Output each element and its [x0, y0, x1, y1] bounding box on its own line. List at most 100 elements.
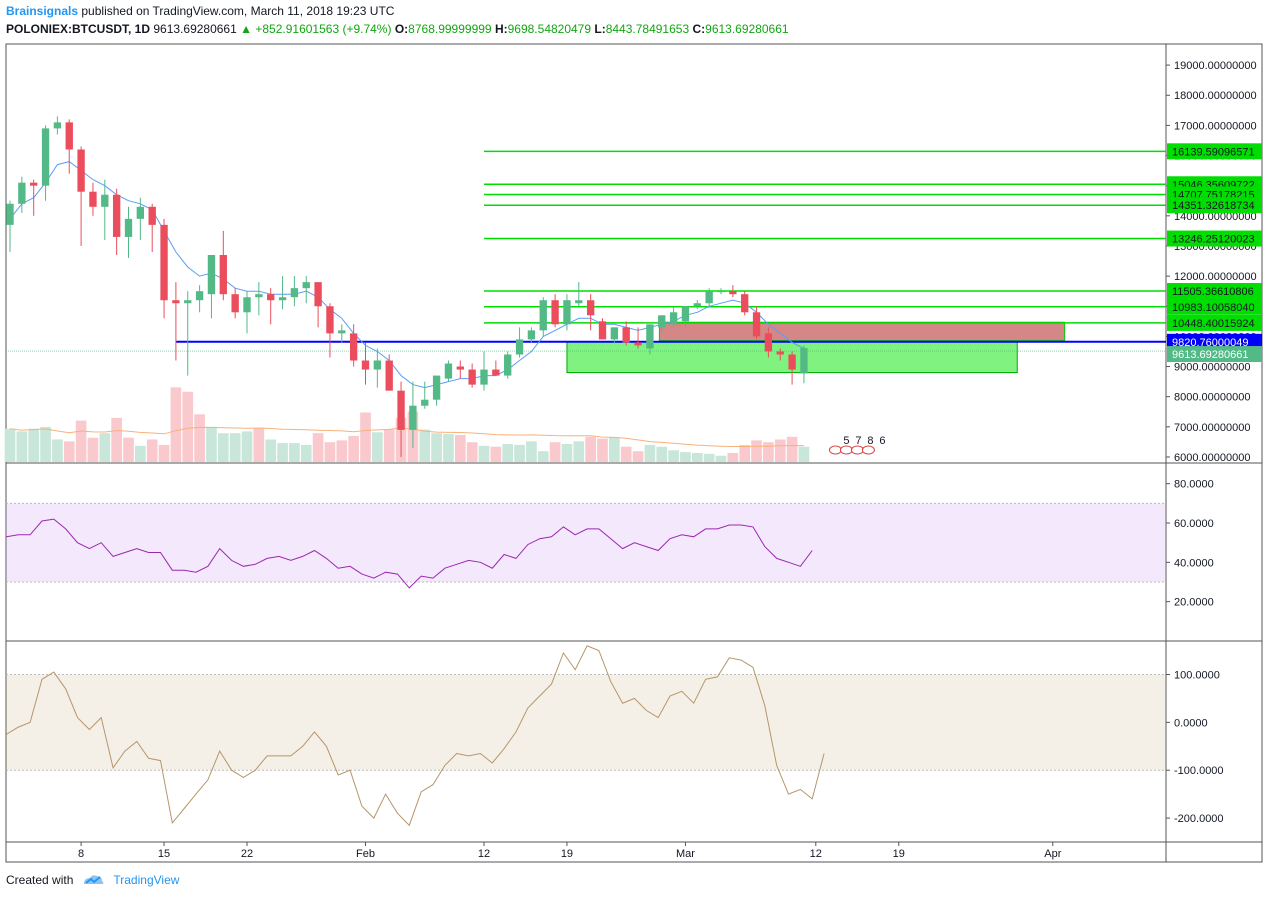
- candle-up[interactable]: [504, 354, 512, 376]
- published-text: published on TradingView.com, March 11, …: [81, 4, 395, 18]
- volume-bar: [609, 437, 620, 462]
- candle-up[interactable]: [53, 122, 62, 129]
- candle-down[interactable]: [267, 294, 275, 301]
- candle-up[interactable]: [207, 255, 216, 295]
- candle-down[interactable]: [231, 294, 239, 313]
- candle-up[interactable]: [18, 182, 26, 204]
- candle-down[interactable]: [314, 282, 322, 307]
- candle-down[interactable]: [77, 149, 85, 192]
- economic-event-icon[interactable]: [850, 445, 864, 455]
- candle-down[interactable]: [586, 300, 595, 316]
- candle-up[interactable]: [539, 300, 547, 331]
- time-axis[interactable]: 8 15 22 Feb 12 19 Mar 12 19 Apr: [78, 842, 1062, 860]
- candle-up[interactable]: [444, 363, 453, 379]
- candle-up[interactable]: [669, 312, 678, 325]
- high-label: H:: [494, 22, 508, 36]
- candle-down[interactable]: [89, 191, 97, 207]
- candle-down[interactable]: [385, 360, 393, 391]
- volume-bar: [786, 436, 798, 462]
- candle-up[interactable]: [101, 194, 109, 207]
- cci-pane[interactable]: -200.0000 -100.0000 0.0000 100.0000: [6, 645, 1224, 827]
- candle-up[interactable]: [136, 206, 145, 219]
- candle-down[interactable]: [551, 300, 559, 325]
- price-pane[interactable]: 6000.00000000 7000.00000000 8000.00000000 9…: [4, 60, 1262, 464]
- candle-up[interactable]: [646, 324, 654, 349]
- candle-up[interactable]: [409, 405, 417, 430]
- candle-up[interactable]: [290, 288, 299, 298]
- candle-up[interactable]: [124, 218, 133, 237]
- candle-down[interactable]: [112, 194, 121, 237]
- candle-up[interactable]: [373, 360, 382, 370]
- candle-down[interactable]: [397, 390, 405, 430]
- candle-up[interactable]: [658, 315, 666, 328]
- volume-bar: [111, 417, 122, 462]
- candle-down[interactable]: [468, 369, 476, 385]
- rsi-pane[interactable]: 20.0000 40.0000 60.0000 80.0000: [6, 479, 1214, 609]
- volume-bar: [549, 442, 561, 462]
- candle-up[interactable]: [800, 348, 808, 374]
- candle-up[interactable]: [243, 297, 251, 313]
- symbol-name[interactable]: POLONIEX:BTCUSDT, 1D: [6, 22, 151, 36]
- volume-bar: [194, 414, 205, 462]
- candle-down[interactable]: [148, 206, 156, 225]
- candle-down[interactable]: [172, 300, 180, 304]
- symbol-info: POLONIEX:BTCUSDT, 1D 9613.69280661 ▲ +85…: [6, 22, 789, 36]
- candle-up[interactable]: [527, 330, 536, 340]
- candle-up[interactable]: [6, 203, 14, 225]
- candle-down[interactable]: [752, 312, 761, 337]
- economic-event-icon[interactable]: [861, 445, 875, 455]
- candle-up[interactable]: [693, 303, 701, 307]
- time-tick-label: 12: [810, 848, 822, 860]
- volume-bar: [123, 437, 134, 462]
- tradingview-link[interactable]: TradingView: [113, 873, 180, 887]
- candle-down[interactable]: [622, 327, 630, 343]
- candle-up[interactable]: [575, 300, 583, 304]
- candle-down[interactable]: [741, 294, 749, 313]
- candle-up[interactable]: [480, 369, 488, 385]
- candle-down[interactable]: [326, 306, 334, 334]
- price-tick-label: 19000.00000000: [1174, 60, 1257, 72]
- candle-up[interactable]: [421, 399, 429, 406]
- candle-down[interactable]: [349, 333, 358, 361]
- level-label-box: [1167, 298, 1262, 315]
- candle-down[interactable]: [729, 291, 737, 295]
- candle-up[interactable]: [563, 300, 571, 325]
- price-tick-label: 6000.00000000: [1174, 452, 1250, 464]
- candle-down[interactable]: [30, 182, 38, 186]
- candle-down[interactable]: [634, 342, 642, 346]
- candle-up[interactable]: [278, 297, 287, 301]
- candle-up[interactable]: [681, 306, 690, 322]
- candle-up[interactable]: [195, 291, 204, 301]
- candle-down[interactable]: [456, 366, 464, 370]
- footer: Created with TradingView: [6, 873, 179, 887]
- candle-up[interactable]: [610, 327, 619, 340]
- economic-event-icon[interactable]: [828, 445, 842, 455]
- volume-bar: [443, 434, 454, 462]
- candle-up[interactable]: [705, 291, 713, 304]
- candle-down[interactable]: [219, 255, 227, 295]
- economic-event-label: 8: [867, 435, 873, 447]
- economic-event-label: 5: [843, 435, 849, 447]
- candle-down[interactable]: [776, 351, 784, 355]
- candle-up[interactable]: [432, 375, 441, 400]
- volume-bar: [573, 441, 585, 462]
- candle-up[interactable]: [255, 294, 263, 298]
- candle-up[interactable]: [338, 330, 346, 334]
- volume-bar: [277, 443, 288, 462]
- candle-down[interactable]: [788, 354, 796, 370]
- candle-up[interactable]: [184, 300, 192, 304]
- candle-up[interactable]: [717, 291, 725, 293]
- time-tick-label: 19: [561, 848, 573, 860]
- candle-down[interactable]: [160, 224, 168, 301]
- candle-down[interactable]: [492, 369, 500, 376]
- candle-up[interactable]: [41, 128, 50, 186]
- candle-up[interactable]: [515, 339, 524, 355]
- candle-up[interactable]: [302, 282, 310, 289]
- economic-event-icon[interactable]: [839, 445, 853, 455]
- candle-down[interactable]: [361, 360, 370, 370]
- author-link[interactable]: Brainsignals: [6, 4, 79, 18]
- candle-down[interactable]: [598, 321, 607, 340]
- candle-down[interactable]: [65, 122, 73, 150]
- candle-down[interactable]: [764, 333, 773, 352]
